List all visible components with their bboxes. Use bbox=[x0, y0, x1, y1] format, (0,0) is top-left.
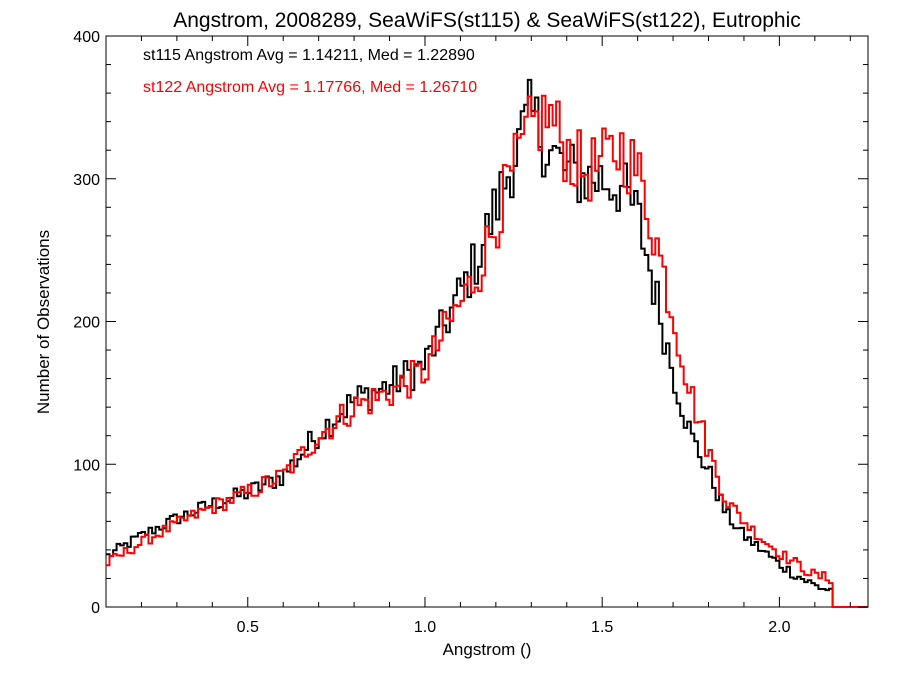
annotation-st115: st115 Angstrom Avg = 1.14211, Med = 1.22… bbox=[143, 47, 475, 64]
plot-area: 0.5 1.0 1.5 2.0 0 100 200 300 400 bbox=[73, 29, 869, 636]
tick-layer: 0.5 1.0 1.5 2.0 0 100 200 300 400 bbox=[73, 29, 868, 636]
y-tick-label: 0 bbox=[91, 600, 100, 617]
y-tick-label: 100 bbox=[73, 457, 100, 474]
plot-frame bbox=[105, 35, 869, 608]
y-tick-label: 200 bbox=[73, 315, 100, 332]
series-st122-histogram bbox=[106, 94, 868, 608]
x-tick-label: 1.5 bbox=[591, 619, 613, 636]
series-layer bbox=[106, 78, 868, 608]
x-tick-label: 2.0 bbox=[768, 619, 790, 636]
y-axis-label: Number of Observations bbox=[34, 230, 53, 414]
annotation-st122: st122 Angstrom Avg = 1.17766, Med = 1.26… bbox=[143, 79, 477, 96]
x-axis-label: Angstrom () bbox=[443, 640, 532, 659]
y-tick-label: 300 bbox=[73, 172, 100, 189]
x-tick-label: 1.0 bbox=[414, 619, 436, 636]
chart-title: Angstrom, 2008289, SeaWiFS(st115) & SeaW… bbox=[173, 9, 801, 32]
y-tick-label: 400 bbox=[73, 29, 100, 46]
x-tick-label: 0.5 bbox=[237, 619, 259, 636]
